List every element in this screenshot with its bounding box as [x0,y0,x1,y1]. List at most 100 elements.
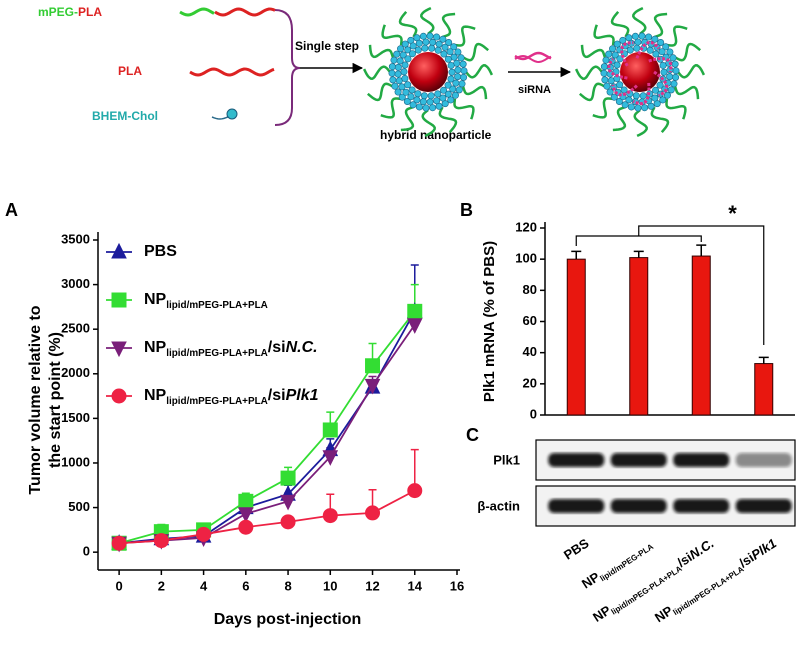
y-tick-label: 3500 [61,231,90,246]
lipid-bead [391,82,399,90]
lipid-bead [389,76,397,84]
lipid-bead [414,46,422,54]
lipid-bead [428,44,436,52]
lipid-bead [602,56,610,64]
lipid-bead [460,73,468,81]
point [407,483,423,499]
point [322,450,339,466]
y-tick-label: 0 [530,406,537,421]
peg-tail [677,64,706,79]
lipid-bead [460,67,468,75]
lipid-bead [404,81,412,89]
label-part: NP [579,569,603,592]
peg-tail [420,6,435,35]
significance-bracket [575,225,765,345]
lipid-bead [421,44,429,52]
lipid-bead [401,61,409,69]
label-part: Plk1 [286,387,319,404]
lipid-bead [457,54,465,62]
lipid-bead [409,101,417,109]
band [673,453,730,467]
lipid-bead [396,57,404,65]
peg-tail [362,65,391,80]
lane-label: NPlipid/mPEG-PLA+PLA/siPlk1 [652,536,780,627]
label-pla: PLA [118,64,142,78]
lipid-bead [447,75,455,83]
point [406,318,423,334]
label-sirna: siRNA [518,84,551,96]
bar [566,258,586,416]
lipid-bead [415,39,423,47]
lipid-bead [638,32,646,40]
peg-tail [381,24,403,46]
panel-label: B [460,200,473,220]
peg-tail [461,85,488,100]
error-bar [758,356,769,364]
label-part: lipid/mPEG-PLA+PLA [166,395,268,406]
y-tick-label: 60 [523,313,537,328]
band [735,499,792,513]
peg-tail [366,82,394,102]
lipid-bead [440,86,448,94]
lipid-bead [445,39,453,47]
lipid-bead [662,43,670,51]
point [365,505,381,521]
peg-tail [612,105,627,132]
lipid-bead [420,92,428,100]
legend-marker [111,388,127,404]
y-tick-label: 500 [68,499,90,514]
lipid-bead [672,73,680,81]
lipid-bead [434,90,442,98]
y-tick-label: 1500 [61,410,90,425]
lipid-bead [435,40,443,48]
y-axis-title: Tumor volume relative to [27,305,44,494]
lipid-bead [446,48,454,56]
panel-label: A [5,200,18,220]
x-tick-label: 14 [408,578,423,593]
peg-tail [674,42,702,62]
peg-tail [465,64,494,79]
lipid-bead [600,63,608,71]
lipid-bead [634,38,642,46]
lipid-bead [613,40,621,48]
point [280,470,296,486]
chain [211,116,229,120]
lipid-bead [404,55,412,63]
lipid-bead [388,69,396,77]
legend-label: NPlipid/mPEG-PLA+PLA/siN.C. [144,339,318,358]
lipid-bead [616,55,624,63]
lipid-bead [398,93,406,101]
sirna-strand [653,70,669,97]
panel-label: C [466,425,479,445]
lipid-bead [414,90,422,98]
lipid-bead [611,51,619,59]
lipid-bead [656,81,664,89]
lipid-bead [394,88,402,96]
y-tick-label: 20 [523,375,537,390]
x-tick-label: 6 [242,578,249,593]
sirna-strand [620,41,634,67]
lipid-bead [600,69,608,77]
sirna-strand [632,82,651,106]
error-bar [696,244,707,257]
lipid-bead [394,63,402,71]
lipid-bead [652,50,660,58]
lipid-bead [663,91,671,99]
lipid-bead [429,104,437,112]
label-bhem: BHEM-Chol [92,109,158,123]
lipid-bead [415,103,423,111]
y-axis-title: the start point (%) [47,332,64,468]
peg-tail [462,42,490,62]
lipid-bead [422,104,430,112]
peg-tail [580,44,607,59]
legend-marker [111,341,127,358]
lipid-bead [627,103,635,111]
chain [179,7,215,17]
lipid-bead [390,56,398,64]
lipid-bead [454,66,462,74]
lipid-bead [402,88,410,96]
label-part: lipid/mPEG-PLA+PLA [166,299,268,310]
lipid-bead [603,82,611,90]
label-particle: hybrid nanoparticle [380,128,492,142]
